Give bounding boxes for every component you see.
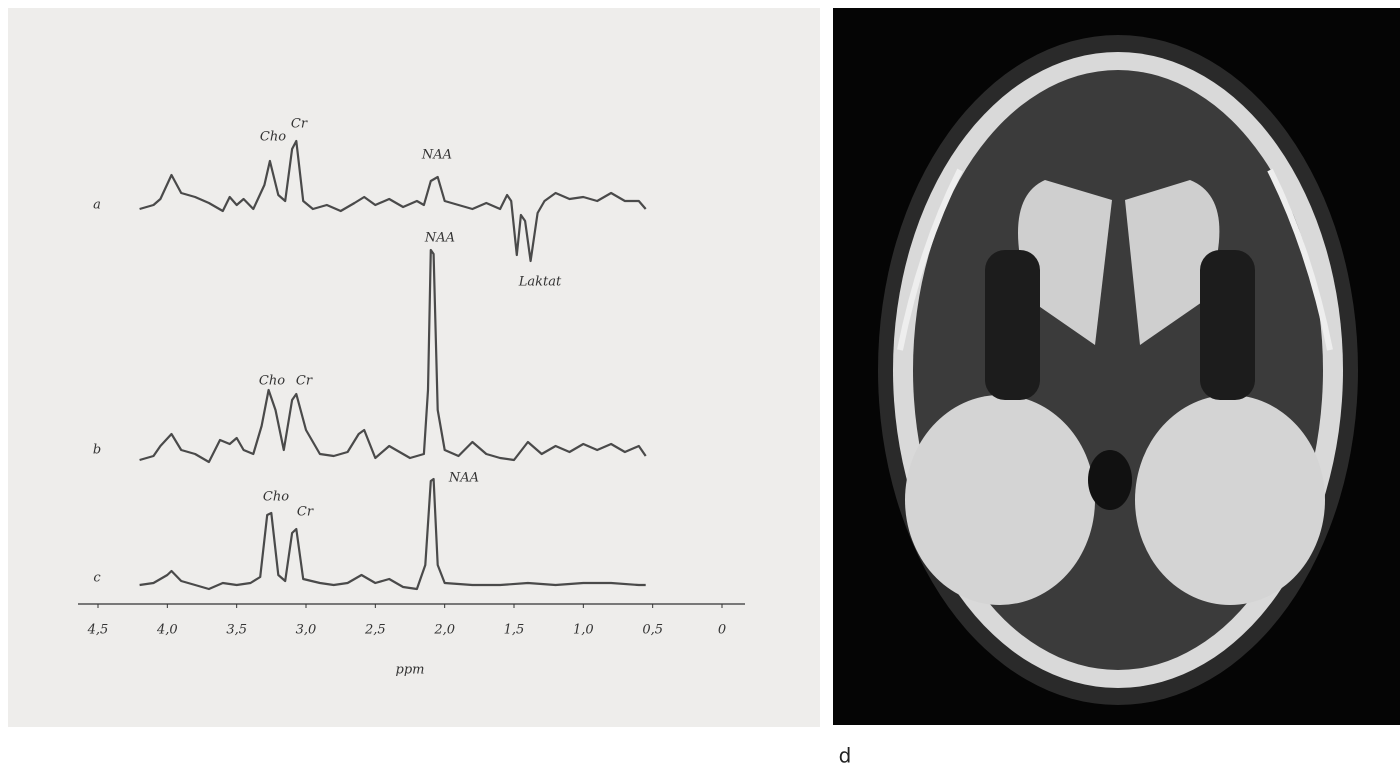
spectrum-panel xyxy=(8,8,820,727)
x-tick-label: 4,5 xyxy=(87,623,109,638)
x-tick-label: 0 xyxy=(718,623,726,638)
x-tick-label: 0,5 xyxy=(642,623,663,638)
spectrum-line xyxy=(139,477,646,591)
x-tick-label: 1,0 xyxy=(573,623,594,638)
peak-label: Cr xyxy=(291,117,308,132)
x-axis-label: ppm xyxy=(396,663,425,678)
series-label: a xyxy=(93,198,101,213)
series-label: c xyxy=(93,571,101,586)
x-tick-label: 3,5 xyxy=(226,623,247,638)
mri-image xyxy=(833,8,1400,725)
peak-label: Cho xyxy=(259,374,285,389)
x-tick-label: 2,5 xyxy=(364,623,386,638)
peak-label: NAA xyxy=(448,471,479,486)
panel-label: d xyxy=(839,744,852,765)
peak-label: Cr xyxy=(297,505,314,520)
spectrum-line xyxy=(139,248,647,464)
peak-label: Cr xyxy=(296,374,313,389)
x-tick-label: 2,0 xyxy=(433,623,455,638)
x-tick-label: 3,0 xyxy=(296,623,317,638)
peak-label: Cho xyxy=(260,130,286,145)
x-tick-label: 4,0 xyxy=(156,623,178,638)
series-label: b xyxy=(93,443,101,458)
peak-label: NAA xyxy=(421,148,452,163)
peak-label: NAA xyxy=(424,231,455,246)
x-tick-label: 1,5 xyxy=(504,623,525,638)
peak-label: Cho xyxy=(263,490,289,505)
peak-label: Laktat xyxy=(518,275,562,290)
spectrum-line xyxy=(139,139,647,263)
